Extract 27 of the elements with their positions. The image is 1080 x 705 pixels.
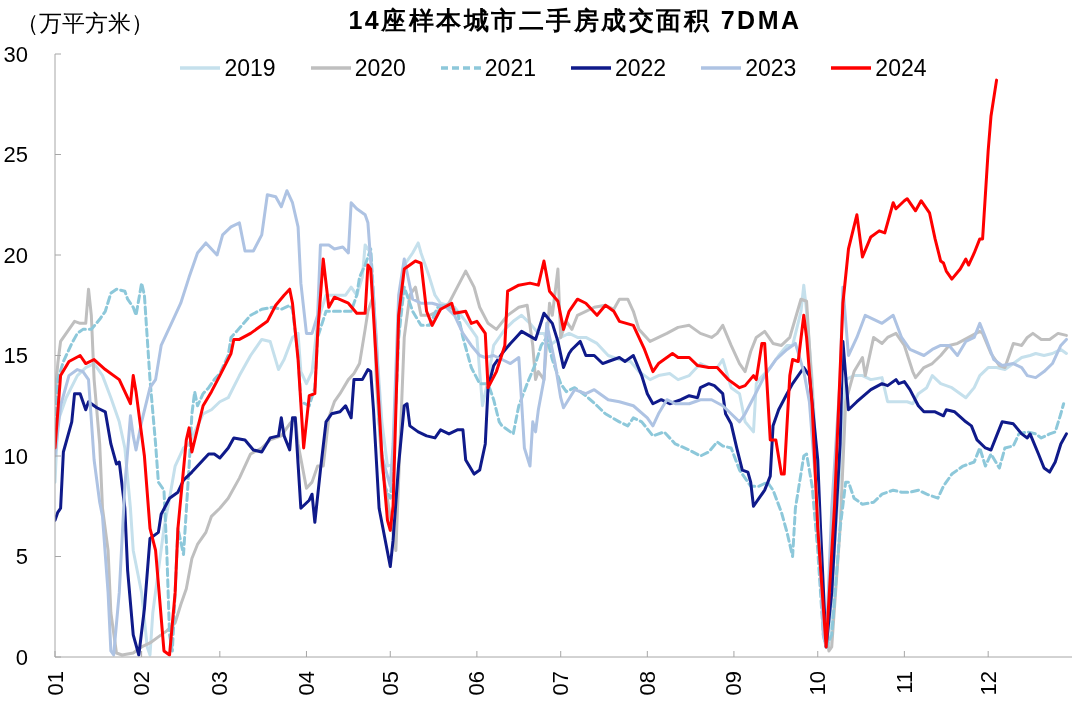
x-tick-label: 01: [42, 671, 68, 696]
x-tick-label: 12: [975, 671, 1001, 696]
x-tick-label: 04: [293, 671, 319, 696]
y-tick-label: 10: [3, 443, 28, 469]
x-tick-label: 08: [634, 671, 660, 696]
x-tick-label: 10: [805, 671, 831, 696]
y-tick-label: 20: [3, 242, 28, 268]
x-tick-label: 03: [207, 671, 233, 696]
chart-title: 14座样本城市二手房成交面积 7DMA: [347, 5, 803, 35]
legend-label: 2021: [484, 55, 536, 81]
x-tick-label: 05: [377, 671, 403, 696]
legend-label: 2024: [875, 55, 927, 81]
x-tick-label: 09: [721, 671, 747, 696]
legend-label: 2023: [745, 55, 797, 81]
y-tick-label: 30: [3, 41, 28, 67]
x-tick-label: 02: [129, 671, 155, 696]
y-axis-title: （万平方米）: [16, 9, 154, 37]
x-tick-label: 11: [891, 671, 917, 694]
x-tick-label: 07: [548, 671, 574, 696]
y-tick-label: 5: [15, 544, 28, 570]
y-tick-label: 25: [3, 142, 28, 168]
legend-label: 2022: [615, 55, 667, 81]
y-tick-label: 15: [3, 343, 28, 369]
legend-label: 2020: [354, 55, 406, 81]
legend-label: 2019: [224, 55, 276, 81]
x-tick-label: 06: [464, 671, 490, 696]
y-tick-label: 0: [15, 644, 28, 670]
